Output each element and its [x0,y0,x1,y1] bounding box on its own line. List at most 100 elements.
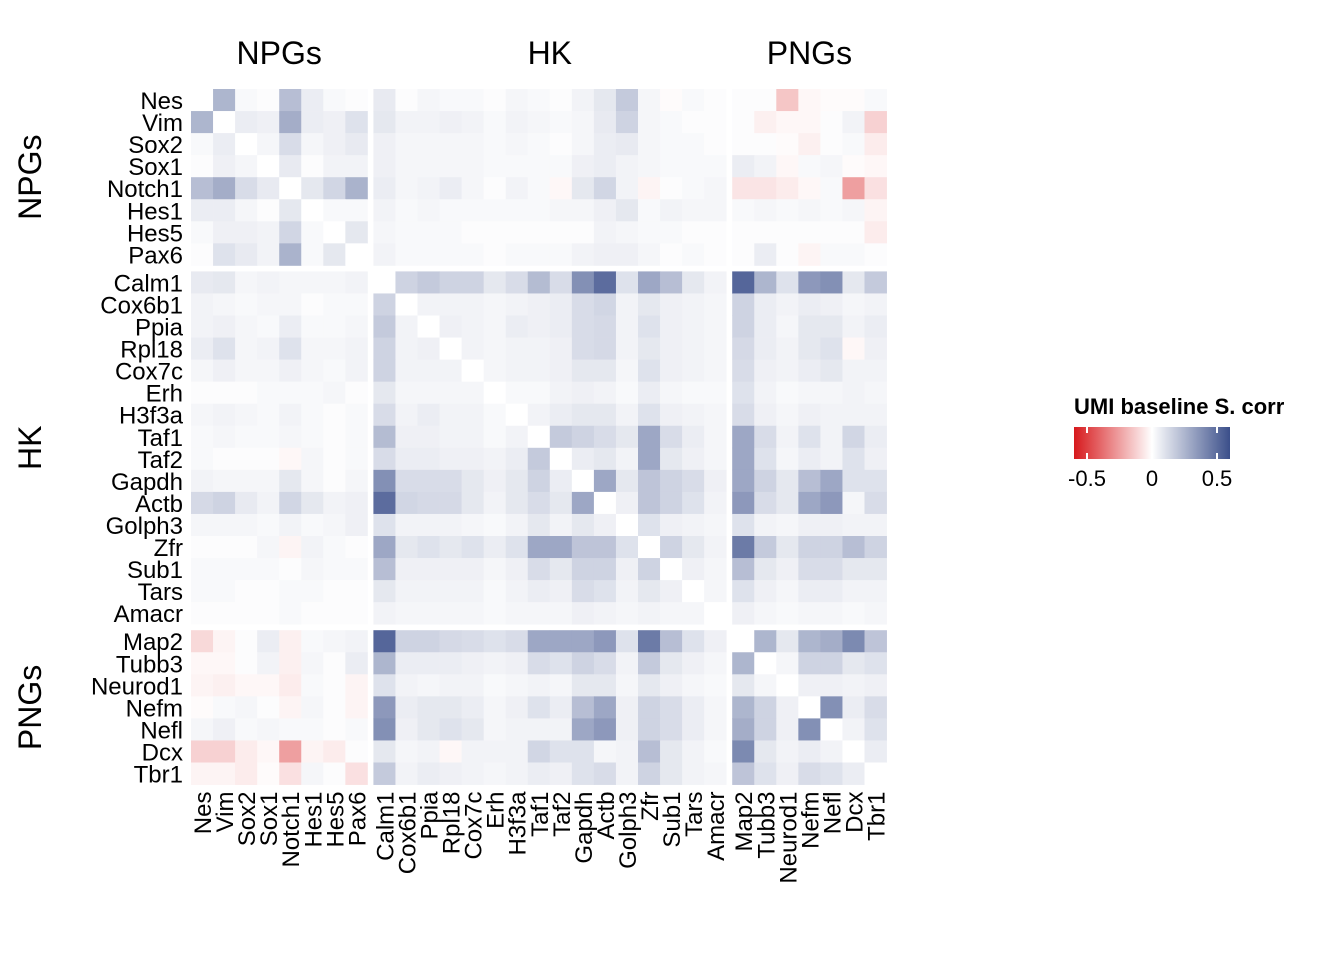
heatmap-cell-tars-sub1 [660,580,683,603]
heatmap-cell-amacr-neurod1 [776,602,799,625]
heatmap-cell-hes5-cox6b1 [395,221,418,244]
heatmap-cell-zfr-cox7c [461,536,485,559]
heatmap-cell-pax6-nefm [798,243,821,266]
heatmap-cell-sox2-tbr1 [864,133,887,156]
heatmap-cell-h3f3a-actb [593,403,617,427]
heatmap-cell-actb-hes5 [323,491,346,515]
heatmap-cell-sox1-zfr [638,155,661,178]
heatmap-cell-pax6-tars [682,243,705,266]
heatmap-cell-nes-dcx [842,89,865,112]
heatmap-cell-notch1-vim [213,177,236,200]
heatmap-cell-rpl18-tars [682,337,705,360]
heatmap-cell-taf2-tbr1 [864,447,887,471]
heatmap-cell-sub1-neurod1 [776,558,799,581]
heatmap-cell-calm1-ppia [417,271,440,294]
heatmap-cell-sox1-tars [682,155,705,178]
heatmap-cell-ppia-neurod1 [776,315,799,338]
heatmap-cell-tars-nes [191,580,214,603]
heatmap-cell-cox6b1-notch1 [279,293,302,316]
heatmap-cell-nefl-zfr [638,718,661,741]
heatmap-cell-h3f3a-zfr [638,403,661,427]
heatmap-cell-hes5-sub1 [660,221,683,244]
heatmap-cell-nes-taf2 [549,89,573,112]
heatmap-cell-rpl18-dcx [842,337,865,360]
heatmap-cell-hes1-map2 [732,199,755,222]
heatmap-cell-nes-nefl [820,89,843,112]
heatmap-cell-ppia-h3f3a [505,315,529,338]
heatmap-cell-zfr-nefm [798,536,821,559]
heatmap-cell-golph3-gapdh [571,513,595,537]
heatmap-cell-dcx-rpl18 [439,740,462,763]
heatmap-cell-calm1-sox2 [235,271,258,294]
heatmap-cell-taf1-map2 [732,425,755,449]
heatmap-cell-notch1-cox6b1 [395,177,418,200]
heatmap-cell-notch1-rpl18 [439,177,462,200]
heatmap-cell-nefm-amacr [704,696,727,719]
heatmap-cell-gapdh-nefl [820,469,843,493]
heatmap-cell-cox6b1-erh [483,293,507,316]
heatmap-cell-amacr-tbr1 [864,602,887,625]
heatmap-cell-cox6b1-hes5 [323,293,346,316]
heatmap-cell-actb-tars [682,491,705,515]
heatmap-cell-hes5-actb [593,221,617,244]
heatmap-cell-neurod1-sox2 [235,674,258,697]
heatmap-cell-zfr-map2 [732,536,755,559]
heatmap-cell-actb-rpl18 [439,491,462,515]
heatmap-cell-actb-erh [483,491,507,515]
heatmap-cell-golph3-ppia [417,513,440,537]
heatmap-cell-pax6-tubb3 [754,243,777,266]
heatmap-cell-pax6-notch1 [279,243,302,266]
heatmap-cell-ppia-sub1 [660,315,683,338]
heatmap-cell-golph3-sox2 [235,513,258,537]
heatmap-cell-sox2-sox2 [235,133,258,156]
heatmap-cell-amacr-h3f3a [505,602,529,625]
heatmap-cell-h3f3a-nefl [820,403,843,427]
heatmap-cell-zfr-taf1 [527,536,551,559]
row-label-nefl: Nefl [140,717,183,744]
heatmap-cell-ppia-sox1 [257,315,280,338]
heatmap-cell-taf1-taf1 [527,425,551,449]
heatmap-cell-pax6-dcx [842,243,865,266]
heatmap-cell-erh-ppia [417,381,440,405]
heatmap-cell-rpl18-calm1 [373,337,396,360]
heatmap-cell-sox2-ppia [417,133,440,156]
heatmap-cell-hes5-tubb3 [754,221,777,244]
heatmap-cell-tubb3-tbr1 [864,652,887,675]
heatmap-cell-cox6b1-pax6 [345,293,368,316]
heatmap-cell-h3f3a-hes1 [301,403,324,427]
heatmap-cell-hes1-rpl18 [439,199,462,222]
heatmap-cell-sox1-dcx [842,155,865,178]
heatmap-cell-rpl18-ppia [417,337,440,360]
heatmap-cell-sub1-h3f3a [505,558,529,581]
heatmap-cell-pax6-tbr1 [864,243,887,266]
heatmap-cell-amacr-nefm [798,602,821,625]
heatmap-cell-nefm-cox7c [461,696,485,719]
heatmap-cell-dcx-hes5 [323,740,346,763]
heatmap-cell-tbr1-ppia [417,762,440,785]
heatmap-cell-dcx-cox6b1 [395,740,418,763]
heatmap-cell-actb-vim [213,491,236,515]
heatmap-cell-nefm-gapdh [571,696,595,719]
heatmap-cell-dcx-pax6 [345,740,368,763]
heatmap-cell-actb-ppia [417,491,440,515]
heatmap-cell-hes5-notch1 [279,221,302,244]
heatmap-cell-gapdh-h3f3a [505,469,529,493]
heatmap-cell-calm1-amacr [704,271,727,294]
heatmap-cell-sox2-dcx [842,133,865,156]
heatmap-cell-neurod1-cox7c [461,674,485,697]
heatmap-cell-zfr-cox6b1 [395,536,418,559]
heatmap-cell-vim-gapdh [571,111,595,134]
heatmap-cell-dcx-golph3 [615,740,639,763]
heatmap-cell-cox6b1-map2 [732,293,755,316]
heatmap-cell-nefm-hes1 [301,696,324,719]
heatmap-cell-taf1-nefl [820,425,843,449]
heatmap-cell-sub1-zfr [638,558,661,581]
heatmap-cell-tbr1-taf2 [549,762,573,785]
heatmap-cell-rpl18-nefl [820,337,843,360]
heatmap-cell-taf1-dcx [842,425,865,449]
heatmap-cell-pax6-golph3 [615,243,639,266]
row-label-tars: Tars [138,579,183,606]
row-label-h3f3a: H3f3a [119,403,184,430]
heatmap-cell-rpl18-gapdh [571,337,595,360]
heatmap-cell-nefl-erh [483,718,507,741]
